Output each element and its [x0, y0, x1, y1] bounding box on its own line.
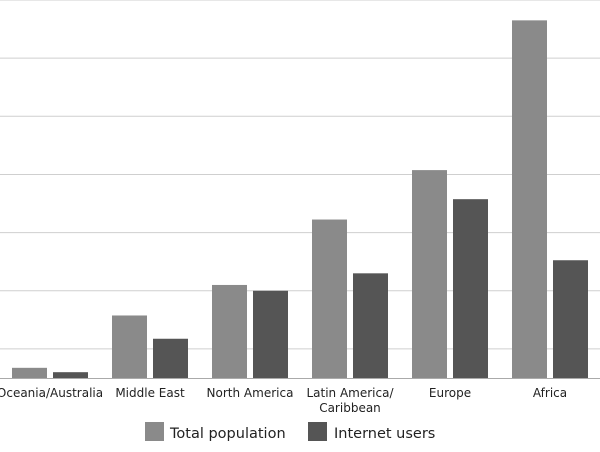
bar-internet-users [153, 338, 188, 378]
x-tick-label: Oceania/Australia [0, 386, 103, 400]
bar-total-population [12, 367, 47, 378]
x-tick-label: Middle East [115, 386, 185, 400]
legend: Total population Internet users [145, 422, 435, 442]
x-tick-labels: Oceania/Australia Middle East North Americ… [0, 386, 567, 415]
legend-swatch-total-population [145, 422, 164, 441]
legend-swatch-internet-users [308, 422, 327, 441]
x-tick-label: Europe [429, 386, 471, 400]
bar-internet-users [453, 199, 488, 378]
legend-label-total-population: Total population [169, 426, 286, 442]
bar-total-population [412, 170, 447, 378]
bar-internet-users [53, 372, 88, 378]
bar-total-population [112, 315, 147, 378]
x-tick-label: North America [207, 386, 294, 400]
bars [12, 20, 588, 378]
bar-total-population [312, 219, 347, 378]
bar-internet-users [253, 290, 288, 378]
bar-total-population [212, 284, 247, 378]
bar-internet-users [553, 260, 588, 378]
legend-label-internet-users: Internet users [334, 426, 435, 442]
bar-total-population [512, 20, 547, 378]
x-tick-label: Latin America/Caribbean [306, 386, 394, 415]
x-tick-label: Africa [533, 386, 567, 400]
gridlines [0, 0, 600, 350]
bar-internet-users [353, 273, 388, 378]
